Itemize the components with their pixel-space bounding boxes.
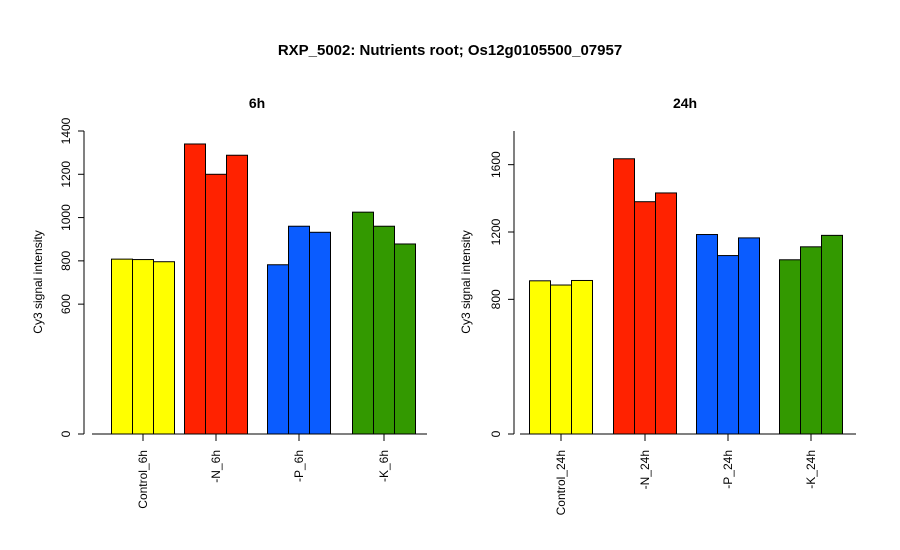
bar-Control_24h-rep2 [550,284,572,435]
y-axis-label-24h: Cy3 signal intensity [459,230,473,333]
x-tick-label--N_6h: -N_6h [209,450,223,483]
y-tick-label-6h: 800 [59,251,73,271]
y-tick-label-6h: 0 [59,430,73,437]
bar--P_24h-rep2 [717,255,739,435]
bar--N_24h-rep2 [634,201,656,435]
bar--N_6h-rep2 [205,173,227,435]
x-tick-label-Control_6h: Control_6h [136,450,150,509]
bar--P_6h-rep1 [267,264,289,435]
bar--N_6h-rep3 [226,154,248,435]
bar-Control_24h-rep3 [571,279,593,435]
y-tick-label-24h: 1600 [489,151,503,178]
bar--P_24h-rep3 [738,237,760,435]
bar--N_24h-rep1 [613,158,635,435]
bar-Control_6h-rep3 [153,261,175,435]
x-tick-label--P_6h: -P_6h [292,450,306,482]
bar-Control_6h-rep1 [111,258,133,435]
bar--K_6h-rep2 [373,225,395,435]
y-axis-label-6h: Cy3 signal intensity [31,230,45,333]
y-tick-label-24h: 800 [489,289,503,309]
y-tick-label-24h: 0 [489,430,503,437]
y-tick-label-6h: 1000 [59,204,73,231]
bar--K_6h-rep1 [352,211,374,435]
y-tick-label-6h: 1200 [59,161,73,188]
panel-title-6h: 6h [249,95,265,111]
y-tick-label-24h: 1200 [489,218,503,245]
main-title: RXP_5002: Nutrients root; Os12g0105500_0… [278,42,622,59]
bar--K_24h-rep3 [821,234,843,435]
bar--K_24h-rep2 [800,246,822,435]
panel-24h: 24h Cy3 signal intensity 0 800 1200 1600 Con… [459,95,856,515]
bar--K_24h-rep1 [779,259,801,435]
panel-6h: 6h Cy3 signal intensity 0 600 800 1000 1200 1… [31,95,427,509]
x-tick-label-Control_24h: Control_24h [554,450,568,515]
bar--P_24h-rep1 [696,234,718,435]
x-tick-label--K_6h: -K_6h [377,450,391,482]
bar--N_6h-rep1 [184,143,206,435]
bar-Control_24h-rep1 [529,280,551,435]
bar--P_6h-rep3 [309,231,331,435]
bar--K_6h-rep3 [394,243,416,435]
x-tick-label--N_24h: -N_24h [638,450,652,489]
y-tick-label-6h: 600 [59,294,73,314]
bar--P_6h-rep2 [288,225,310,435]
x-tick-label--P_24h: -P_24h [721,450,735,489]
bar--N_24h-rep3 [655,192,677,435]
x-tick-label--K_24h: -K_24h [804,450,818,489]
panel-title-24h: 24h [673,95,697,111]
bar-Control_6h-rep2 [132,259,154,435]
y-tick-label-6h: 1400 [59,117,73,144]
